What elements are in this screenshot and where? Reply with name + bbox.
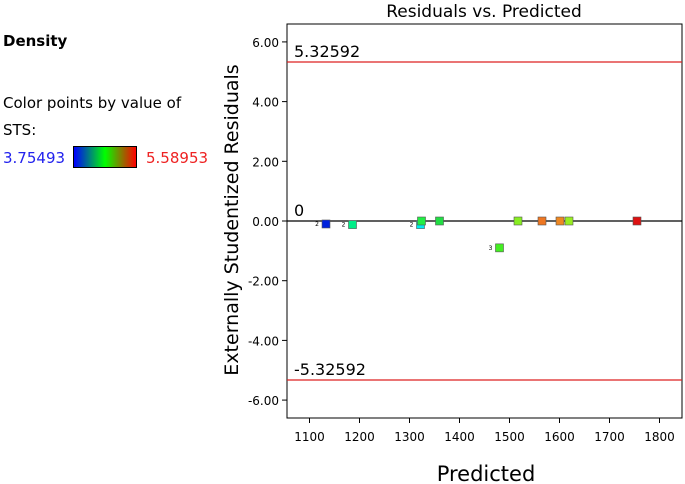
y-tick-label: 6.00 <box>252 36 279 50</box>
legend-panel: Density Color points by value of STS: 3.… <box>0 0 225 484</box>
data-point <box>321 219 331 229</box>
y-tick-label: -6.00 <box>248 394 279 408</box>
reference-line-label: 5.32592 <box>294 42 360 61</box>
x-tick-label: 1600 <box>544 430 575 444</box>
point-count-label: 2 <box>410 222 414 229</box>
chart-title: Residuals vs. Predicted <box>386 2 582 22</box>
data-point <box>435 216 444 226</box>
y-axis-label: Externally Studentized Residuals <box>221 64 243 375</box>
x-tick-label: 1800 <box>644 430 675 444</box>
data-point <box>564 216 574 226</box>
color-by-caption: Color points by value of STS: <box>3 94 182 139</box>
y-tick-label: 2.00 <box>252 155 279 169</box>
x-tick-label: 1300 <box>394 430 425 444</box>
data-point <box>555 216 565 226</box>
reference-line-label: -5.32592 <box>294 360 366 379</box>
data-point <box>348 220 357 229</box>
y-tick-label: 4.00 <box>252 96 279 110</box>
point-count-label: 2 <box>315 221 319 228</box>
x-tick-label: 1100 <box>294 430 325 444</box>
y-tick-label: -4.00 <box>248 334 279 348</box>
legend-min-value: 3.75493 <box>3 149 66 167</box>
x-tick-label: 1400 <box>444 430 475 444</box>
point-count-label: 2 <box>342 222 346 229</box>
y-tick-label: 0.00 <box>252 215 279 229</box>
x-tick-label: 1200 <box>344 430 375 444</box>
reference-line-label: 0 <box>294 201 304 220</box>
data-point <box>537 216 547 226</box>
legend-max-value: 5.58953 <box>146 149 209 167</box>
x-tick-label: 1500 <box>494 430 525 444</box>
data-point <box>495 243 504 253</box>
color-gradient-bar <box>73 146 137 168</box>
response-name: Density <box>3 32 68 50</box>
data-point <box>632 216 642 226</box>
x-tick-label: 1700 <box>594 430 625 444</box>
data-point <box>513 216 523 226</box>
data-point <box>417 216 426 226</box>
point-count-label: 3 <box>489 245 493 252</box>
x-axis-label: Predicted <box>437 462 536 484</box>
y-tick-label: -2.00 <box>248 275 279 289</box>
